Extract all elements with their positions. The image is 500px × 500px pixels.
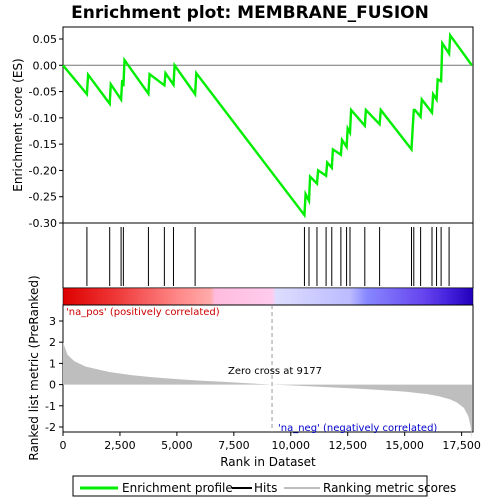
metric-panel-frame	[62, 304, 474, 433]
pos-label: 'na_pos' (positively correlated)	[66, 307, 220, 318]
hit-markers	[86, 227, 450, 286]
neg-label: 'na_neg' (negatively correlated)	[278, 423, 437, 434]
es-y-axis: 0.05 0.00 -0.05 -0.10 -0.15 -0.20 -0.25 -0.30	[29, 33, 63, 230]
x-tick-label: 2,500	[104, 439, 136, 452]
enrichment-profile-line	[62, 31, 473, 219]
x-axis: 0 2,500 5,000 7,500 10,000 12,500 15,000 17,500	[60, 432, 481, 452]
ranking-heat-bar	[62, 287, 474, 306]
metric-y-tick-label: 3	[49, 315, 56, 328]
es-y-tick-label: 0.00	[33, 59, 58, 72]
legend-enrichment-label: Enrichment profile	[122, 481, 233, 495]
metric-y-tick-label: 1	[49, 357, 56, 370]
x-tick-label: 0	[60, 439, 67, 452]
x-tick-label: 10,000	[272, 439, 311, 452]
metric-y-tick-label: 2	[49, 336, 56, 349]
x-tick-label: 7,500	[218, 439, 250, 452]
es-panel: 0.05 0.00 -0.05 -0.10 -0.15 -0.20 -0.25 -0.30 E…	[11, 26, 474, 230]
ranking-metric-area	[63, 342, 472, 439]
es-y-tick-label: -0.10	[29, 112, 57, 125]
legend-hits-label: Hits	[254, 481, 277, 495]
es-y-tick-label: -0.20	[29, 164, 57, 177]
legend-frame	[72, 475, 428, 497]
zero-cross-label: Zero cross at 9177	[228, 366, 322, 377]
hits-panel-frame	[62, 222, 474, 289]
metric-panel: 'na_pos' (positively correlated) Zero cr…	[27, 275, 481, 469]
x-axis-label: Rank in Dataset	[220, 455, 316, 469]
es-y-tick-label: -0.05	[29, 86, 57, 99]
es-y-tick-label: -0.30	[29, 217, 57, 230]
metric-y-tick-label: -1	[45, 400, 56, 413]
hits-panel	[62, 222, 474, 289]
x-tick-label: 15,000	[385, 439, 424, 452]
metric-y-tick-label: 0	[49, 379, 56, 392]
metric-y-axis: 3 2 1 0 -1 -2	[45, 315, 63, 434]
x-tick-label: 5,000	[161, 439, 193, 452]
legend-metric-label: Ranking metric scores	[323, 481, 456, 495]
legend: Enrichment profile Hits Ranking metric s…	[72, 475, 456, 497]
metric-y-label: Ranked list metric (PreRanked)	[27, 275, 41, 460]
es-y-tick-label: 0.05	[33, 33, 58, 46]
metric-y-tick-label: -2	[45, 421, 56, 434]
x-tick-label: 17,500	[442, 439, 481, 452]
es-y-tick-label: -0.15	[29, 138, 57, 151]
chart-title: Enrichment plot: MEMBRANE_FUSION	[71, 3, 429, 23]
es-y-tick-label: -0.25	[29, 191, 57, 204]
x-tick-label: 12,500	[328, 439, 367, 452]
es-panel-frame	[62, 26, 474, 224]
es-y-label: Enrichment score (ES)	[11, 58, 25, 191]
